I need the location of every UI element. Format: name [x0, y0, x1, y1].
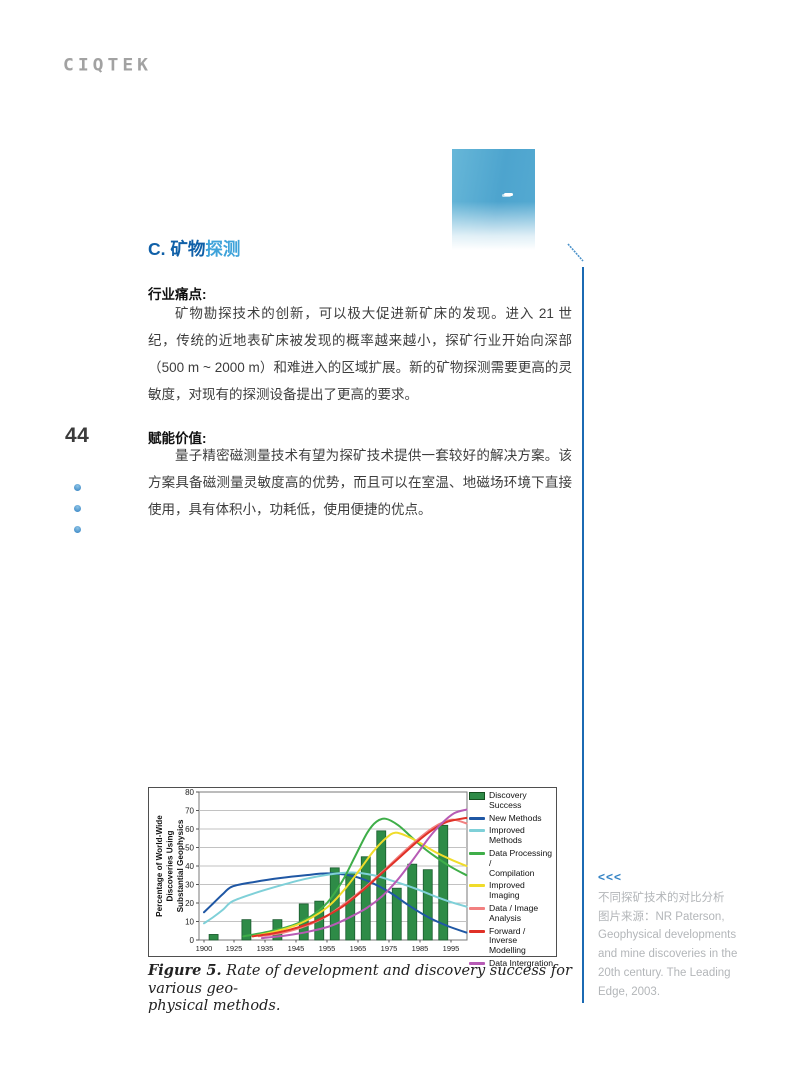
bullet-dots — [74, 484, 81, 533]
drone-icon — [504, 193, 513, 196]
sidenote-line: 不同探矿技术的对比分析 — [598, 892, 725, 904]
svg-text:1900: 1900 — [196, 944, 213, 953]
figure-caption-line1: Rate of development and discovery succes… — [148, 963, 572, 997]
legend-item: Data Intergration — [469, 957, 555, 969]
legend-label: Data Processing / Compilation — [489, 847, 553, 878]
sidenote-line: Geophysical developments — [598, 929, 737, 942]
legend-label: Forward / Inverse Modelling — [489, 925, 526, 956]
pain-points-body: 矿物勘探技术的创新，可以极大促进新矿床的发现。进入 21 世纪，传统的近地表矿床… — [148, 306, 572, 402]
chart-legend: Discovery Success New Methods Improved Met… — [469, 790, 555, 972]
legend-line-swatch — [469, 884, 485, 888]
svg-text:1995: 1995 — [443, 944, 460, 953]
svg-text:Discoveries Using: Discoveries Using — [166, 831, 175, 902]
legend-box-swatch — [469, 792, 485, 800]
sidenote-text: 不同探矿技术的对比分析 图片来源：NR Paterson, Geophysical … — [598, 889, 756, 1001]
svg-text:1955: 1955 — [319, 944, 336, 953]
dot-icon — [74, 526, 81, 533]
ciqtek-logo: CIQTEK — [63, 55, 153, 76]
svg-text:1945: 1945 — [288, 944, 305, 953]
legend-label: Data Intergration — [489, 957, 554, 968]
figure-5-chart: 0 10 20 30 40 50 60 70 80 1900 1925 1935 1945 1955 196… — [148, 787, 557, 968]
sidenote-line: and mine discoveries in the — [598, 948, 738, 961]
figure-caption-label: Figure 5. — [148, 962, 222, 979]
legend-line-swatch — [469, 929, 485, 933]
pain-points-label: 行业痛点: — [148, 287, 207, 302]
sidenote-line: Edge, 2003. — [598, 985, 661, 998]
svg-text:0: 0 — [190, 936, 195, 945]
legend-item: New Methods — [469, 812, 555, 824]
dot-icon — [74, 505, 81, 512]
legend-item: Improved Methods — [469, 826, 555, 846]
section-heading-main: C. 矿物 — [148, 239, 206, 259]
value-body: 量子精密磁测量技术有望为探矿技术提供一套较好的解决方案。该方案具备磁测量灵敏度高… — [148, 448, 572, 517]
legend-item: Improved Imaging — [469, 881, 555, 901]
svg-text:50: 50 — [185, 843, 194, 852]
svg-text:1975: 1975 — [381, 944, 398, 953]
svg-text:80: 80 — [185, 788, 194, 797]
legend-line-swatch — [469, 961, 485, 965]
svg-text:20: 20 — [185, 899, 194, 908]
value-label: 赋能价值: — [148, 431, 207, 446]
dot-icon — [74, 484, 81, 491]
svg-text:40: 40 — [185, 862, 194, 871]
figure-caption-line2: physical methods. — [148, 998, 281, 1014]
section-heading: C. 矿物探测 — [148, 236, 240, 261]
sidenote-arrows-icon: <<< — [598, 870, 623, 884]
svg-text:30: 30 — [185, 880, 194, 889]
legend-line-swatch — [469, 906, 485, 910]
legend-label: Improved Methods — [489, 825, 525, 846]
svg-text:1985: 1985 — [412, 944, 429, 953]
sidenote-line: 图片来源：NR Paterson, — [598, 910, 725, 923]
page-number: 44 — [65, 424, 90, 447]
section-heading-accent: 探测 — [205, 239, 241, 259]
svg-text:Percentage of World-Wide: Percentage of World-Wide — [155, 815, 164, 917]
diagonal-line-decoration — [567, 243, 584, 262]
figure-caption: Figure 5. Rate of development and discov… — [148, 962, 580, 1016]
legend-item: Data / Image Analysis — [469, 902, 555, 924]
sidenote: <<< 不同探矿技术的对比分析 图片来源：NR Paterson, Geophysi… — [598, 870, 756, 1001]
legend-line-swatch — [469, 829, 485, 833]
chart-plot: 0 10 20 30 40 50 60 70 80 1900 1925 1935 1945 1955 196… — [155, 788, 468, 953]
legend-line-swatch — [469, 816, 485, 820]
legend-label: Data / Image Analysis — [489, 902, 539, 923]
svg-text:Substantial Geophysics: Substantial Geophysics — [176, 819, 185, 912]
svg-text:60: 60 — [185, 825, 194, 834]
legend-label: New Methods — [489, 812, 542, 823]
legend-line-swatch — [469, 851, 485, 855]
svg-text:1925: 1925 — [226, 944, 243, 953]
vertical-line-decoration — [582, 267, 584, 1003]
sidenote-line: 20th century. The Leading — [598, 966, 731, 979]
svg-text:70: 70 — [185, 806, 194, 815]
legend-label: Discovery Success — [489, 790, 527, 810]
svg-text:1965: 1965 — [350, 944, 367, 953]
legend-item: Discovery Success — [469, 790, 555, 811]
svg-text:10: 10 — [185, 917, 194, 926]
legend-item: Forward / Inverse Modelling — [469, 925, 555, 956]
hero-sky-photo — [452, 149, 535, 250]
svg-text:1935: 1935 — [257, 944, 274, 953]
legend-label: Improved Imaging — [489, 880, 525, 901]
legend-item: Data Processing / Compilation — [469, 847, 555, 878]
